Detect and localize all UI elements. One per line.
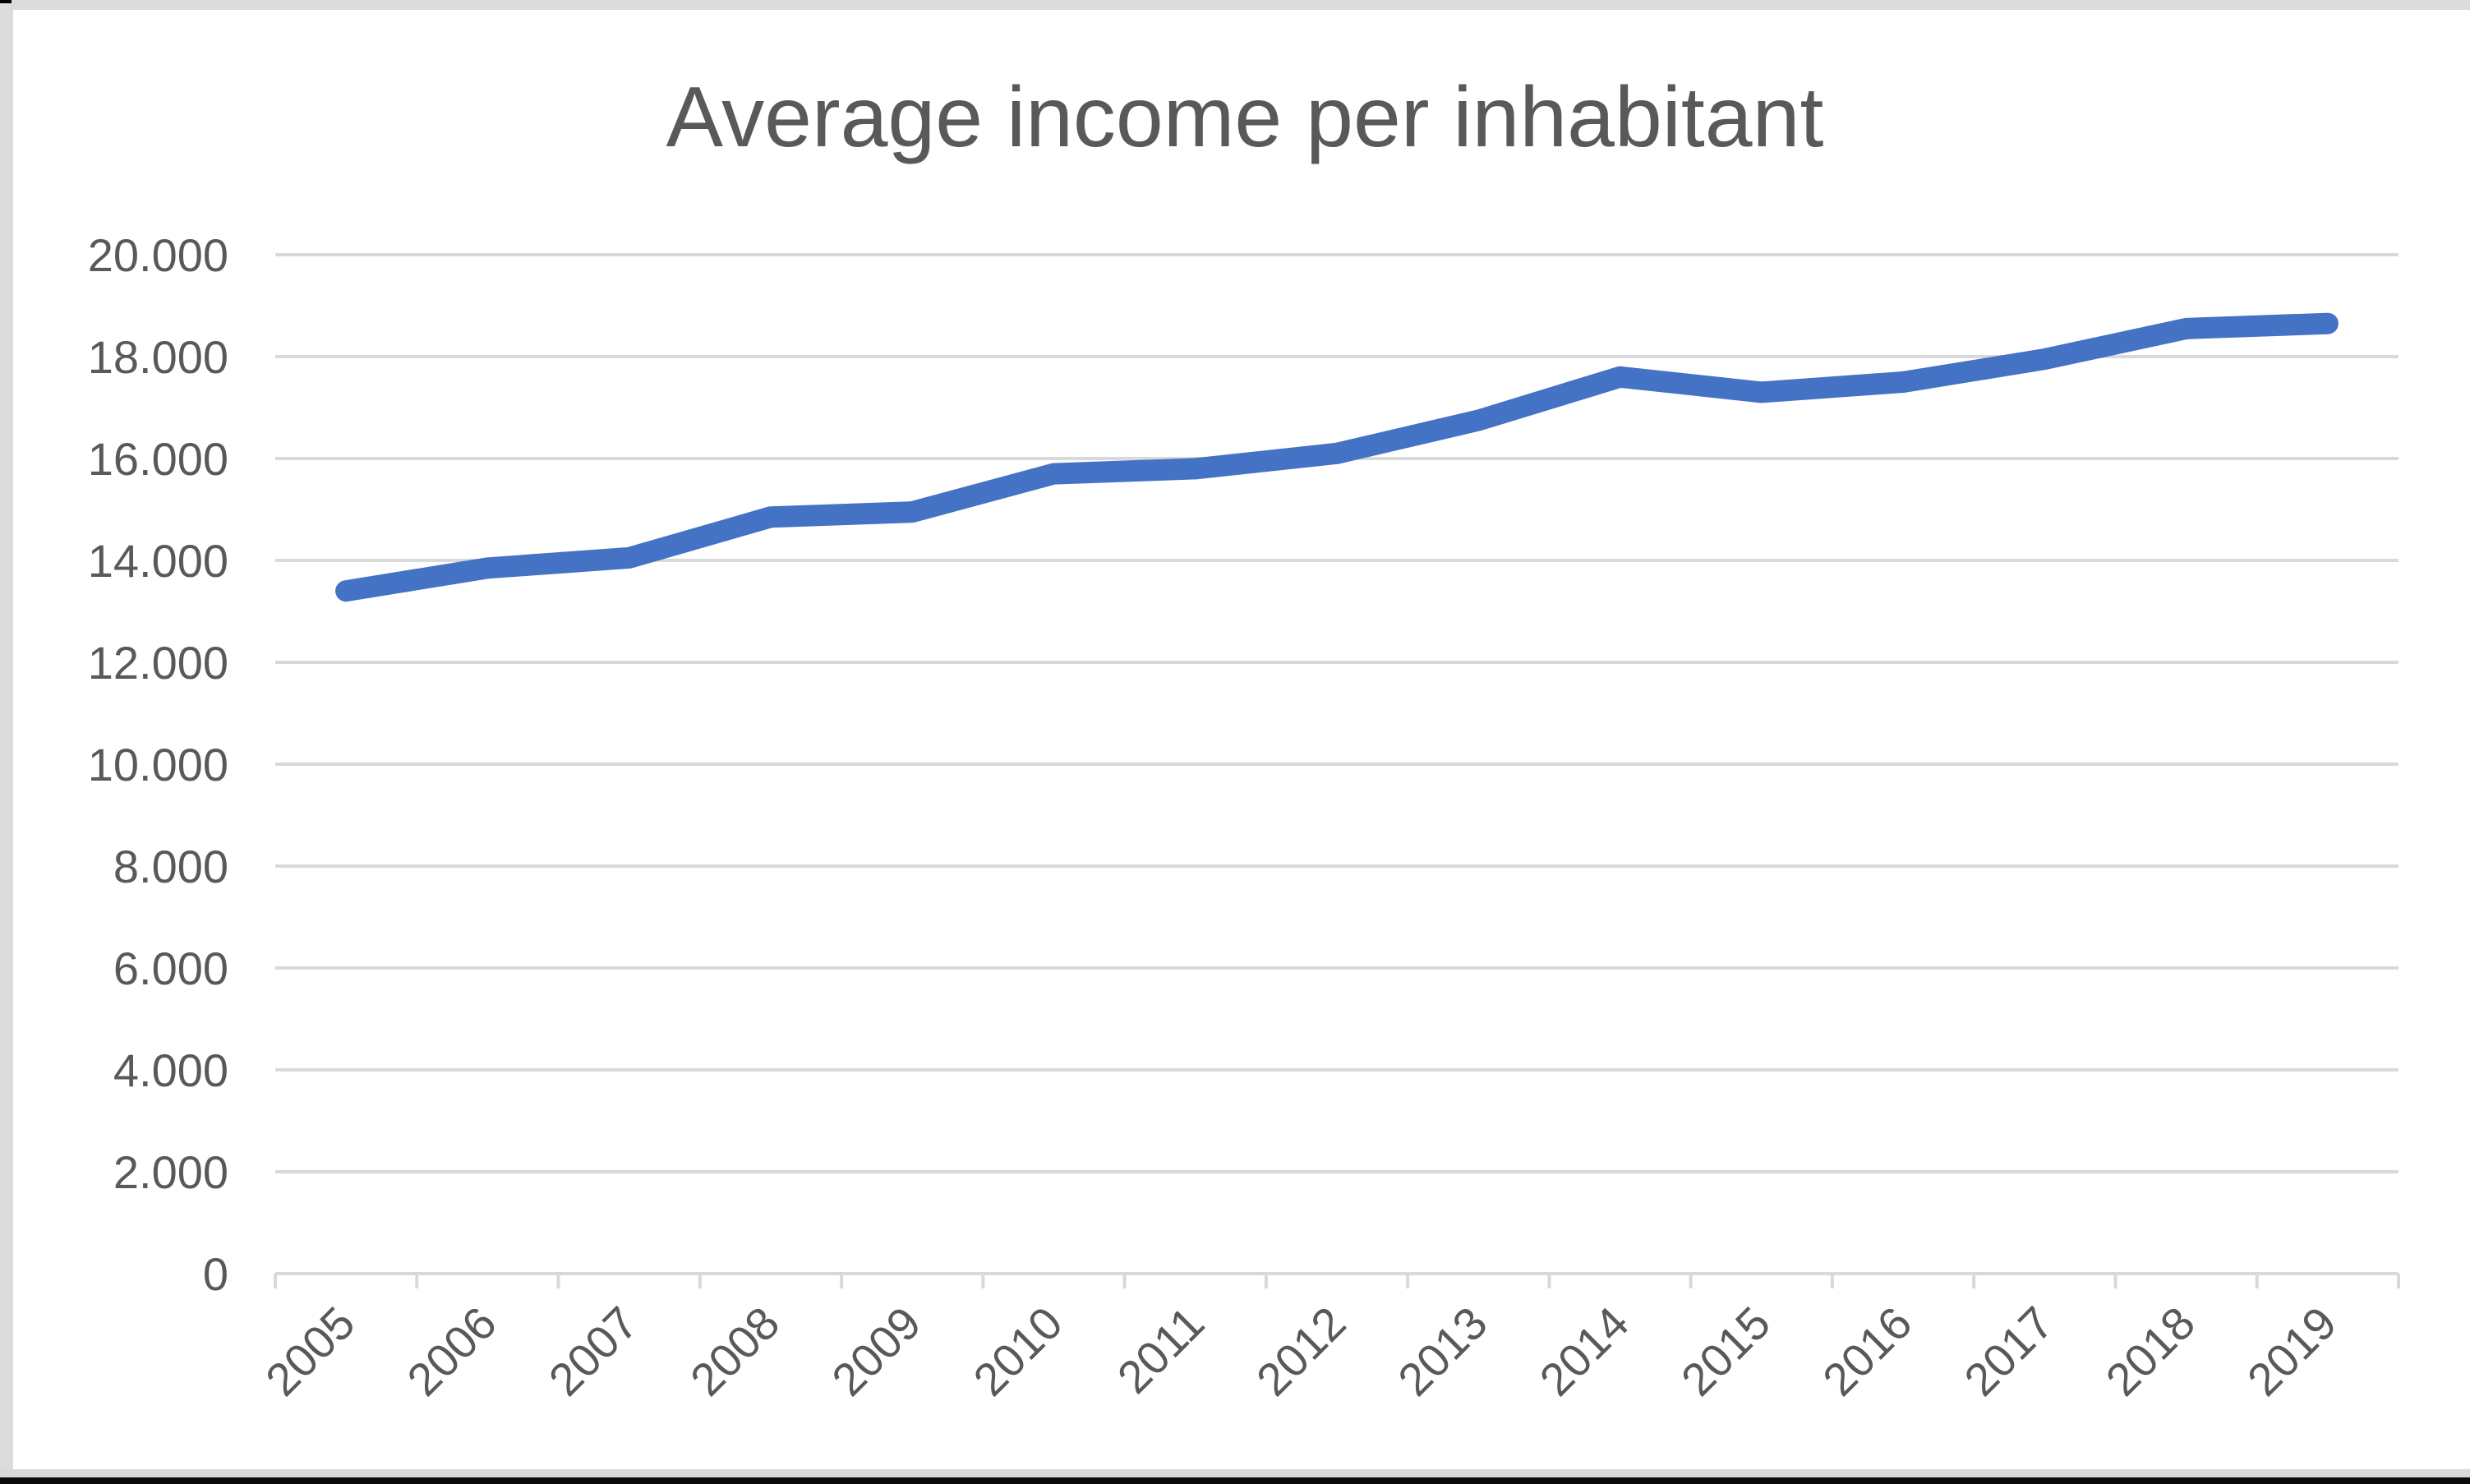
x-axis-labels: 2005 2006 2007 2008 2009 2010 2011 2012 2013 2014…	[256, 1297, 2346, 1406]
x-tick-label: 2014	[1529, 1297, 1638, 1406]
x-tick-label: 2013	[1388, 1297, 1497, 1406]
x-tick-label: 2005	[256, 1297, 365, 1406]
top-left-corner-mark	[0, 0, 12, 3]
x-tick-label: 2007	[539, 1297, 648, 1406]
y-tick-label: 2.000	[113, 1146, 228, 1198]
series-line-average-income	[335, 312, 2339, 602]
x-tick-label: 2009	[822, 1297, 931, 1406]
y-tick-label: 4.000	[113, 1044, 228, 1096]
y-tick-label: 16.000	[88, 433, 228, 485]
chart-panel: Average income per inhabitant 0 2.000 4.00…	[13, 10, 2470, 1469]
x-tick-label: 2012	[1247, 1297, 1356, 1406]
line-chart: Average income per inhabitant 0 2.000 4.00…	[88, 70, 2400, 1406]
chart-title: Average income per inhabitant	[666, 70, 1824, 165]
x-tick-label: 2015	[1671, 1297, 1781, 1406]
x-tick-label: 2010	[963, 1297, 1072, 1406]
x-tick-label: 2017	[1954, 1297, 2063, 1406]
y-tick-label: 20.000	[88, 229, 228, 281]
x-tick-label: 2018	[2095, 1297, 2205, 1406]
bottom-margin-strip	[0, 1469, 2470, 1477]
y-tick-label: 0	[203, 1248, 228, 1300]
x-axis	[274, 1272, 2400, 1288]
y-tick-label: 12.000	[88, 637, 228, 689]
x-tick-label: 2006	[397, 1297, 506, 1406]
y-tick-label: 14.000	[88, 535, 228, 587]
x-tick-label: 2011	[1108, 1297, 1214, 1403]
x-tick-label: 2016	[1813, 1297, 1922, 1406]
y-tick-label: 6.000	[113, 942, 228, 994]
y-tick-label: 8.000	[113, 841, 228, 892]
y-tick-label: 10.000	[88, 739, 228, 790]
gridlines	[275, 253, 2399, 1173]
y-axis-labels: 0 2.000 4.000 6.000 8.000 10.000 12.000 14.000 1…	[88, 229, 228, 1300]
bottom-border-bar	[0, 1477, 2470, 1484]
x-tick-label: 2008	[680, 1297, 790, 1406]
y-tick-label: 18.000	[88, 331, 228, 383]
x-tick-label: 2019	[2237, 1297, 2347, 1406]
